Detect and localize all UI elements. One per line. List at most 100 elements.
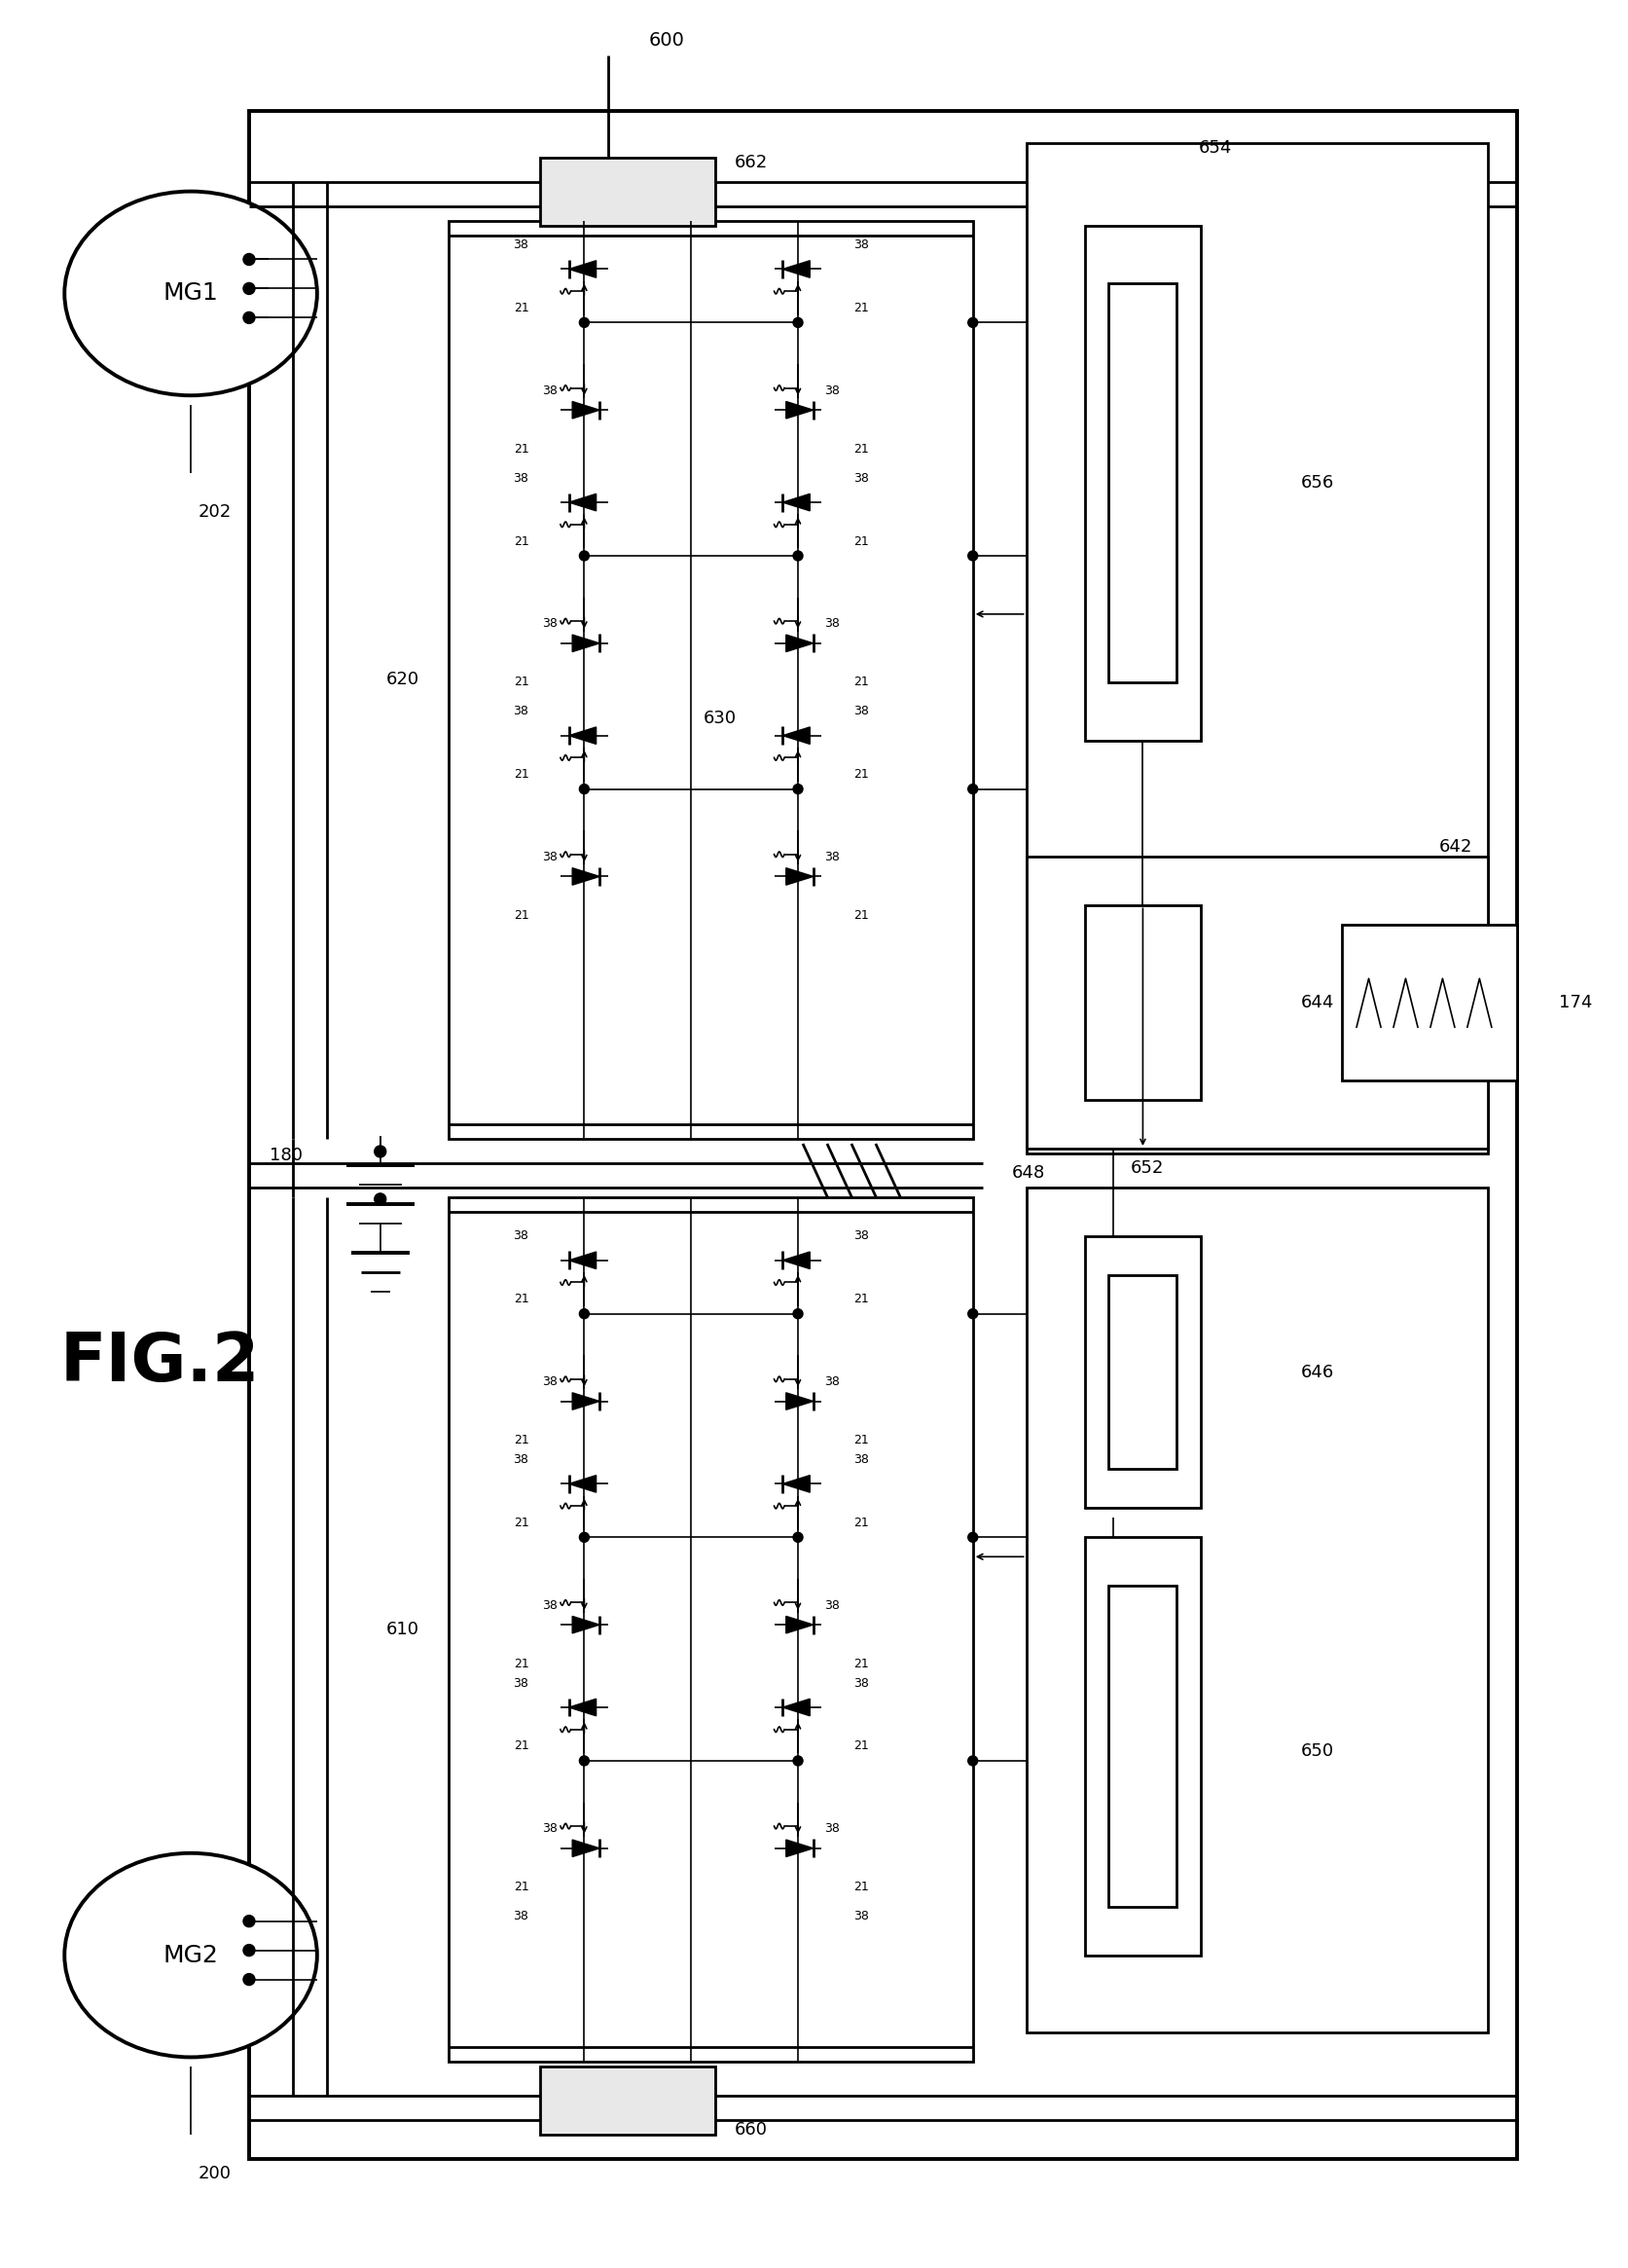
Text: 38: 38 <box>824 1374 840 1388</box>
Circle shape <box>969 1533 978 1542</box>
Circle shape <box>969 551 978 560</box>
Polygon shape <box>573 1617 599 1633</box>
Text: 21: 21 <box>853 535 869 547</box>
Polygon shape <box>573 401 599 420</box>
Circle shape <box>580 1533 589 1542</box>
Text: 21: 21 <box>853 1880 869 1894</box>
Polygon shape <box>568 1476 596 1492</box>
Bar <box>540 156 715 225</box>
Polygon shape <box>573 869 599 885</box>
Text: 642: 642 <box>1439 839 1473 855</box>
Circle shape <box>969 1309 978 1318</box>
Text: 38: 38 <box>853 472 869 485</box>
Text: 38: 38 <box>513 1454 529 1465</box>
Text: 21: 21 <box>513 1740 529 1753</box>
Text: 180: 180 <box>269 1148 303 1163</box>
Text: 38: 38 <box>513 1676 529 1690</box>
Text: 38: 38 <box>542 383 558 397</box>
Text: 21: 21 <box>513 1517 529 1529</box>
Circle shape <box>969 1755 978 1767</box>
Circle shape <box>580 1755 589 1767</box>
Text: 610: 610 <box>386 1622 418 1637</box>
Text: 21: 21 <box>853 1433 869 1447</box>
Text: 38: 38 <box>513 705 529 717</box>
Polygon shape <box>783 1252 809 1268</box>
Text: 38: 38 <box>853 705 869 717</box>
Circle shape <box>243 254 256 265</box>
Polygon shape <box>786 1617 814 1633</box>
Text: 38: 38 <box>513 1229 529 1243</box>
Polygon shape <box>786 635 814 651</box>
Polygon shape <box>783 728 809 744</box>
Circle shape <box>580 1309 589 1318</box>
Bar <box>448 1198 974 2062</box>
Text: 662: 662 <box>734 154 768 170</box>
Circle shape <box>969 785 978 794</box>
Text: 21: 21 <box>853 1740 869 1753</box>
Text: 38: 38 <box>853 1676 869 1690</box>
Text: 646: 646 <box>1301 1363 1335 1381</box>
Circle shape <box>243 313 256 324</box>
Text: 654: 654 <box>1198 138 1232 156</box>
Bar <box>1084 905 1201 1100</box>
Bar <box>1026 143 1488 1154</box>
Bar <box>1084 1236 1201 1508</box>
Polygon shape <box>783 494 809 510</box>
Text: 600: 600 <box>650 32 685 50</box>
Text: 38: 38 <box>824 617 840 631</box>
Polygon shape <box>568 494 596 510</box>
Circle shape <box>969 318 978 327</box>
Circle shape <box>580 318 589 327</box>
Text: 38: 38 <box>824 1823 840 1835</box>
Text: MG2: MG2 <box>163 1944 218 1966</box>
Text: 648: 648 <box>1011 1163 1045 1182</box>
Polygon shape <box>573 635 599 651</box>
Text: FIG.2: FIG.2 <box>60 1329 259 1395</box>
Ellipse shape <box>65 191 317 395</box>
Bar <box>540 2066 715 2134</box>
Text: 38: 38 <box>853 1229 869 1243</box>
Text: 38: 38 <box>513 238 529 252</box>
Circle shape <box>374 1145 386 1157</box>
Polygon shape <box>568 1252 596 1268</box>
Text: 21: 21 <box>513 1433 529 1447</box>
Bar <box>1109 1275 1177 1470</box>
Text: 21: 21 <box>853 676 869 689</box>
Text: 174: 174 <box>1558 993 1592 1012</box>
Text: 21: 21 <box>853 1293 869 1306</box>
Polygon shape <box>568 1699 596 1717</box>
Text: 200: 200 <box>199 2166 231 2182</box>
Circle shape <box>793 785 803 794</box>
Text: 650: 650 <box>1301 1742 1335 1760</box>
Text: 38: 38 <box>542 1374 558 1388</box>
Text: 38: 38 <box>824 1599 840 1613</box>
Text: 21: 21 <box>853 769 869 780</box>
Text: 21: 21 <box>513 1658 529 1669</box>
Circle shape <box>793 1755 803 1767</box>
Text: 660: 660 <box>734 2121 768 2139</box>
Circle shape <box>580 785 589 794</box>
Text: 38: 38 <box>824 850 840 864</box>
Text: 21: 21 <box>513 676 529 689</box>
Text: 21: 21 <box>513 1293 529 1306</box>
Text: 38: 38 <box>853 238 869 252</box>
Polygon shape <box>786 401 814 420</box>
Text: 21: 21 <box>853 302 869 315</box>
Bar <box>1084 1538 1201 1955</box>
Polygon shape <box>783 261 809 277</box>
Text: 630: 630 <box>703 710 737 726</box>
Text: 38: 38 <box>513 472 529 485</box>
Polygon shape <box>786 869 814 885</box>
Bar <box>448 220 974 1139</box>
Text: 21: 21 <box>513 769 529 780</box>
Polygon shape <box>568 261 596 277</box>
Text: 38: 38 <box>824 383 840 397</box>
Ellipse shape <box>65 1853 317 2057</box>
Polygon shape <box>786 1839 814 1857</box>
Text: 21: 21 <box>853 909 869 921</box>
Polygon shape <box>573 1393 599 1411</box>
Polygon shape <box>568 728 596 744</box>
Text: 38: 38 <box>542 1823 558 1835</box>
Text: 21: 21 <box>513 1880 529 1894</box>
Text: 21: 21 <box>513 442 529 456</box>
